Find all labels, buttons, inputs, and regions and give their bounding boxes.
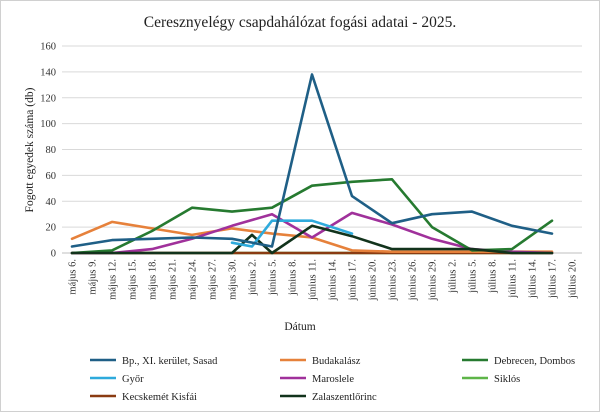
x-tick-label: július 20. (568, 259, 579, 299)
y-tick-label: 160 (40, 42, 56, 53)
x-tick-label: május 21. (168, 259, 179, 300)
x-tick-label: június 29. (428, 259, 439, 301)
x-tick-label: június 26. (408, 259, 419, 301)
legend-label: Maroslele (312, 374, 354, 385)
y-axis-title: Fogott egyedek száma (db) (24, 87, 36, 212)
legend-label: Debrecen, Dombos (494, 356, 575, 367)
chart-title: Ceresznyelégy csapdahálózat fogási adata… (144, 14, 456, 31)
x-tick-label: június 2. (248, 259, 259, 296)
x-tick-label: június 20. (368, 259, 379, 301)
series-line-0 (70, 73, 554, 248)
x-tick-label: június 5. (268, 259, 279, 296)
y-tick-label: 120 (40, 93, 56, 104)
x-tick-label: május 9. (88, 259, 99, 295)
x-tick-label: május 24. (188, 259, 199, 300)
y-tick-label: 0 (51, 249, 56, 260)
x-tick-label: június 11. (308, 259, 319, 301)
series-lines (70, 73, 554, 255)
y-tick-label: 20 (46, 223, 57, 234)
x-tick-label: július 17. (548, 259, 559, 299)
legend: Bp., XI. kerület, Sasad Budakalász Debrece… (90, 356, 575, 403)
x-tick-label: július 5. (468, 259, 479, 294)
x-axis-title: Dátum (284, 321, 315, 333)
series-line-2 (70, 178, 554, 255)
x-tick-label: július 2. (448, 259, 459, 294)
x-tick-label: június 14. (328, 259, 339, 301)
series-line-7 (70, 224, 554, 255)
series-line-3 (230, 219, 354, 248)
x-tick-label: július 11. (508, 259, 519, 299)
x-tick-label: június 23. (388, 259, 399, 301)
legend-label: Kecskemét Kisfái (122, 392, 197, 403)
y-tick-label: 100 (40, 119, 56, 130)
legend-label: Zalaszentlőrinc (312, 392, 377, 403)
x-tick-label: június 8. (288, 259, 299, 296)
x-tick-label: május 27. (208, 259, 219, 300)
x-tick-label: május 18. (148, 259, 159, 300)
x-tick-label: július 8. (488, 259, 499, 294)
legend-label: Siklós (494, 374, 520, 385)
y-tick-label: 140 (40, 67, 56, 78)
x-tick-labels: május 6. május 9. május 12. május 15. május … (68, 259, 579, 301)
legend-label: Győr (122, 374, 144, 385)
x-tick-label: május 15. (128, 259, 139, 300)
y-tick-label: 80 (46, 145, 57, 156)
x-tick-label: május 30. (228, 259, 239, 300)
y-tick-labels: 0 20 40 60 80 100 120 140 160 (40, 42, 56, 260)
legend-label: Budakalász (312, 356, 361, 367)
y-tick-label: 40 (46, 197, 57, 208)
x-tick-label: május 12. (108, 259, 119, 300)
x-tick-label: július 14. (528, 259, 539, 299)
legend-label: Bp., XI. kerület, Sasad (122, 356, 218, 367)
y-tick-label: 60 (46, 171, 57, 182)
x-tick-label: június 17. (348, 259, 359, 301)
series-line-4 (70, 211, 554, 255)
x-tick-label: május 6. (68, 259, 79, 295)
